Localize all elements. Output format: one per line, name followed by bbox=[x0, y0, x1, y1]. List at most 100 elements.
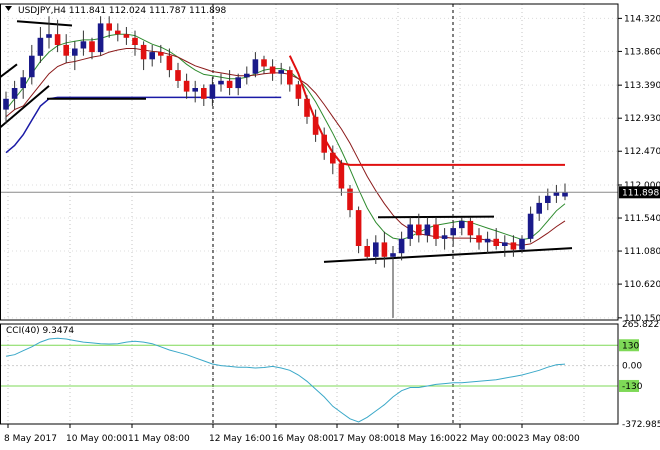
candle-body bbox=[545, 195, 551, 203]
candle-body bbox=[433, 224, 439, 239]
ma-blue-line bbox=[5, 96, 282, 154]
candle-body bbox=[295, 84, 302, 99]
candle-body bbox=[476, 235, 482, 243]
candle-body bbox=[72, 48, 78, 56]
candle-body bbox=[484, 238, 491, 243]
price-tick-label: 114.320 bbox=[624, 14, 660, 24]
candle-body bbox=[373, 242, 379, 257]
candle-body bbox=[132, 37, 138, 45]
candle-body bbox=[201, 88, 207, 99]
candle-body bbox=[235, 77, 241, 89]
time-tick-label: 18 May 16:00 bbox=[394, 434, 456, 444]
candle-body bbox=[416, 224, 422, 236]
cci-tick-label: 265.8226 bbox=[622, 320, 660, 330]
cci-tick-label: 0.00 bbox=[622, 362, 642, 372]
candle-body bbox=[347, 188, 353, 211]
price-tick-label: 112.930 bbox=[624, 114, 660, 124]
price-tick-label: 112.470 bbox=[624, 147, 660, 157]
dropdown-triangle-icon[interactable] bbox=[5, 6, 12, 11]
candle-body bbox=[140, 44, 147, 60]
moving-averages bbox=[5, 33, 566, 246]
cci-line bbox=[5, 337, 566, 423]
candle-body bbox=[106, 23, 112, 31]
candle-body bbox=[536, 202, 542, 214]
candle-body bbox=[261, 59, 267, 67]
price-tick-label: 113.390 bbox=[624, 81, 660, 91]
time-tick-label: 22 May 00:00 bbox=[456, 434, 518, 444]
candle-body bbox=[287, 70, 293, 85]
ma-green-line bbox=[5, 33, 566, 241]
price-tick-label: 111.540 bbox=[624, 214, 660, 224]
grid bbox=[0, 4, 618, 424]
time-tick-label: 17 May 08:00 bbox=[333, 434, 395, 444]
candle-body bbox=[11, 88, 18, 99]
candle-body bbox=[553, 192, 560, 196]
cci-panel-border bbox=[0, 323, 619, 425]
chart-frame bbox=[0, 3, 619, 425]
trendline bbox=[0, 63, 18, 79]
candle-body bbox=[519, 238, 525, 250]
candle-body bbox=[192, 88, 198, 92]
candle-body bbox=[459, 220, 465, 229]
candle-body bbox=[312, 116, 319, 135]
time-tick-label: 16 May 08:00 bbox=[272, 434, 334, 444]
candle-body bbox=[252, 59, 259, 74]
candle-body bbox=[183, 80, 190, 92]
candle-body bbox=[63, 44, 69, 56]
cci-label: CCI(40) 9.3474 bbox=[6, 326, 74, 336]
current-price-tag-label: 111.898 bbox=[622, 188, 659, 198]
candle-body bbox=[364, 246, 370, 257]
candle-body bbox=[115, 30, 121, 35]
candle-body bbox=[527, 213, 534, 239]
time-tick-label: 11 May 08:00 bbox=[128, 434, 190, 444]
candle-body bbox=[166, 55, 173, 71]
candle-body bbox=[29, 55, 35, 78]
candle-body bbox=[467, 220, 474, 236]
candle-body bbox=[441, 235, 448, 239]
candle-body bbox=[3, 98, 9, 110]
candle-body bbox=[20, 77, 26, 89]
axes: 114.320 113.860 113.390 112.930 112.470 112.0… bbox=[4, 14, 660, 444]
price-tick-label: 111.080 bbox=[624, 247, 660, 257]
candle-body bbox=[175, 70, 181, 81]
candle-body bbox=[502, 242, 508, 246]
cci-panel bbox=[0, 337, 618, 423]
candle-body bbox=[355, 210, 362, 246]
cci-tick-label: -130 bbox=[622, 382, 643, 392]
candle-body bbox=[226, 80, 233, 88]
cci-level-tag bbox=[619, 379, 639, 392]
candle-body bbox=[80, 41, 87, 49]
trendline bbox=[323, 247, 573, 263]
candle-body bbox=[158, 52, 164, 56]
symbol-header: USDJPY,H4 111.841 112.024 111.787 111.89… bbox=[18, 6, 227, 16]
candle-body bbox=[123, 34, 130, 38]
candle-body bbox=[450, 228, 456, 236]
candle-body bbox=[209, 84, 216, 99]
candle-body bbox=[278, 70, 284, 74]
candle-body bbox=[269, 66, 276, 74]
price-tick-label: 112.000 bbox=[624, 181, 660, 191]
price-tick-label: 110.620 bbox=[624, 280, 660, 290]
candle-body bbox=[54, 34, 61, 45]
candle-body bbox=[97, 23, 104, 53]
candle-body bbox=[218, 80, 224, 85]
candle-body bbox=[407, 224, 413, 239]
candle-body bbox=[424, 224, 431, 236]
candle-body bbox=[89, 41, 95, 53]
ma-red-line bbox=[5, 48, 566, 246]
trendline bbox=[377, 215, 495, 219]
trendline bbox=[16, 20, 73, 27]
candle-body bbox=[46, 34, 52, 38]
trendline bbox=[0, 85, 50, 129]
candle-body bbox=[338, 163, 345, 189]
candle-body bbox=[493, 238, 499, 246]
candle-body bbox=[562, 192, 568, 197]
candle-body bbox=[321, 134, 327, 153]
candle-body bbox=[149, 52, 155, 60]
candles bbox=[0, 16, 618, 318]
price-tick-label: 113.860 bbox=[624, 47, 660, 57]
cci-tick-label: 130 bbox=[622, 341, 639, 351]
time-tick-label: 23 May 08:00 bbox=[518, 434, 580, 444]
time-tick-label: 8 May 2017 bbox=[4, 434, 57, 444]
